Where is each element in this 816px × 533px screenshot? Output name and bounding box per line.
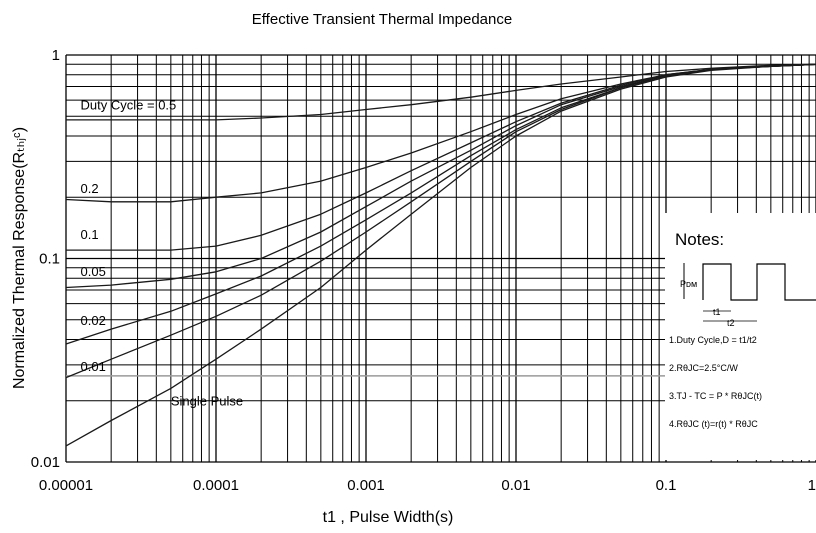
x-tick-label-6: 1 — [808, 477, 816, 494]
pulse-waveform — [702, 263, 816, 301]
x-tick-label-1: 0.00001 — [39, 477, 93, 494]
note-1: 1.Duty Cycle,D = t1/t2 — [669, 335, 757, 345]
waveform-label-t1: t1 — [713, 307, 721, 317]
series-line-1 — [66, 63, 816, 121]
notes-group: Notes: Pᴅᴍ t1 t2 1.Duty Cycle,D = t1/t2 … — [669, 230, 816, 429]
curve-label-7: Single Pulse — [171, 393, 243, 408]
series-group — [65, 63, 816, 447]
x-axis-label: t1 , Pulse Width(s) — [323, 509, 454, 526]
curve-labels: Duty Cycle = 0.5 0.2 0.1 0.05 0.02 0.01 Single… — [81, 97, 244, 408]
x-tick-label-4: 0.01 — [501, 477, 530, 494]
waveform-label-t2: t2 — [727, 318, 735, 328]
curve-label-1: Duty Cycle = 0.5 — [81, 97, 177, 112]
x-tick-label-3: 0.001 — [347, 477, 385, 494]
note-3: 3.TJ - TC = P * RθJC(t) — [669, 391, 762, 401]
y-tick-label-3: 1 — [52, 47, 60, 64]
y-axis-label: Normalized Thermal Response(Rₜₕⱼᶜ) — [11, 127, 28, 389]
note-4: 4.RθJC (t)=r(t) * RθJC — [669, 419, 758, 429]
x-tick-label-2: 0.0001 — [193, 477, 239, 494]
curve-label-4: 0.05 — [81, 264, 106, 279]
series-line-6 — [65, 63, 816, 379]
series-line-7 — [65, 63, 816, 447]
y-tick-labels: 0.01 0.1 1 — [31, 47, 60, 471]
note-2: 2.RθJC=2.5°C/W — [669, 363, 738, 373]
x-tick-label-5: 0.1 — [656, 477, 677, 494]
curve-label-6: 0.01 — [81, 359, 106, 374]
chart-title: Effective Transient Thermal Impedance — [252, 11, 512, 28]
x-tick-labels: 0.00001 0.0001 0.001 0.01 0.1 1 — [39, 477, 816, 494]
curve-label-5: 0.02 — [81, 313, 106, 328]
y-tick-label-2: 0.1 — [39, 251, 60, 268]
notes-title: Notes: — [675, 230, 724, 249]
y-tick-label-1: 0.01 — [31, 454, 60, 471]
curve-label-2: 0.2 — [81, 181, 99, 196]
waveform-label-pdm: Pᴅᴍ — [680, 279, 697, 289]
notes-panel — [665, 213, 816, 460]
curve-label-3: 0.1 — [81, 227, 99, 242]
